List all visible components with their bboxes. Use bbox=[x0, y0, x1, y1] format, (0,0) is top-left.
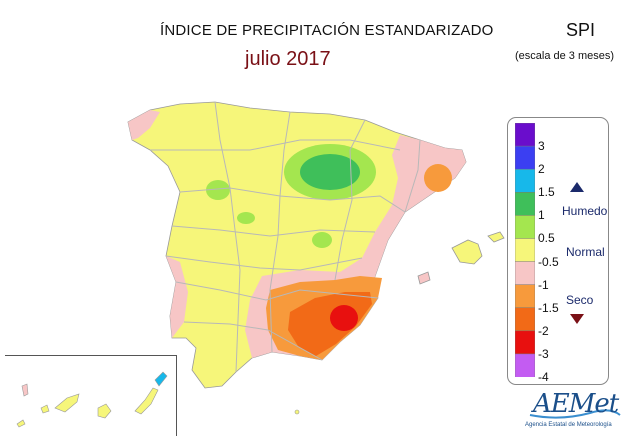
legend-tick-label: 2 bbox=[538, 162, 545, 177]
index-scale: (escala de 3 meses) bbox=[515, 50, 615, 62]
legend-tick-label: -1.5 bbox=[538, 300, 559, 315]
legend-color-bar bbox=[515, 123, 535, 377]
legend-swatch bbox=[515, 261, 535, 286]
la-gomera bbox=[40, 404, 50, 414]
west-wet-0-5 bbox=[206, 180, 230, 200]
gran-canaria bbox=[97, 403, 112, 419]
aemet-logo: AEMet Agencia Estatal de Meteorología bbox=[520, 385, 630, 435]
mallorca bbox=[451, 239, 483, 265]
legend-swatch bbox=[515, 330, 535, 355]
fuerteventura bbox=[134, 387, 159, 415]
legend-swatch bbox=[515, 215, 535, 240]
province-borders bbox=[150, 101, 421, 373]
legend-swatch bbox=[515, 284, 535, 309]
legend-tick-label: -4 bbox=[538, 370, 549, 384]
map-title: ÍNDICE DE PRECIPITACIÓN ESTANDARIZADO bbox=[160, 22, 494, 39]
centre-west-wet-0-5 bbox=[237, 212, 255, 224]
normal-zone-label: Normal bbox=[566, 245, 605, 259]
lanzarote bbox=[154, 371, 168, 387]
aemet-wordmark: AEMet bbox=[533, 389, 619, 419]
legend-tick-label: 3 bbox=[538, 139, 545, 154]
map-period: julio 2017 bbox=[245, 48, 331, 70]
legend-tick-label: 1.5 bbox=[538, 185, 555, 200]
legend-tick-label: 0.5 bbox=[538, 231, 555, 246]
wet-triangle-icon bbox=[570, 182, 584, 192]
el-hierro bbox=[16, 419, 26, 428]
dry-triangle-icon bbox=[570, 314, 584, 324]
legend-tick-label: -0.5 bbox=[538, 254, 559, 269]
legend-swatch bbox=[515, 145, 535, 170]
north-east-dry-1 bbox=[424, 164, 452, 192]
legend: 3 2 1.5 1 0.5 -0.5 -1 -1.5 -2 -3 -4 Humedo Normal … bbox=[507, 117, 609, 385]
legend-tick-label: -3 bbox=[538, 346, 549, 361]
la-palma bbox=[21, 383, 29, 397]
aemet-swoosh-icon bbox=[529, 409, 621, 419]
centre-wet-0-5 bbox=[312, 232, 332, 248]
west-dry-zone bbox=[166, 256, 188, 338]
index-name: SPI bbox=[566, 20, 596, 40]
legend-swatch bbox=[515, 238, 535, 263]
aemet-tagline: Agencia Estatal de Meteorología bbox=[525, 422, 612, 428]
wet-zone-label: Humedo bbox=[562, 204, 608, 218]
nw-dry-zone bbox=[128, 110, 160, 140]
menorca bbox=[487, 231, 505, 243]
islet bbox=[294, 409, 300, 415]
legend-swatch bbox=[515, 353, 535, 377]
legend-swatch bbox=[515, 192, 535, 217]
legend-swatch bbox=[515, 168, 535, 194]
legend-tick-label: -2 bbox=[538, 323, 549, 338]
canary-islands-map bbox=[16, 371, 168, 428]
tenerife bbox=[54, 393, 80, 413]
legend-swatch bbox=[515, 307, 535, 332]
north-wet-1 bbox=[300, 154, 360, 190]
legend-tick-label: -1 bbox=[538, 277, 549, 292]
legend-tick-label: 1 bbox=[538, 208, 545, 223]
south-east-dry-2 bbox=[330, 305, 358, 331]
canary-islands-inset bbox=[5, 355, 177, 436]
dry-zone-label: Seco bbox=[566, 293, 594, 307]
legend-swatch bbox=[515, 123, 535, 147]
ibiza bbox=[417, 271, 431, 285]
